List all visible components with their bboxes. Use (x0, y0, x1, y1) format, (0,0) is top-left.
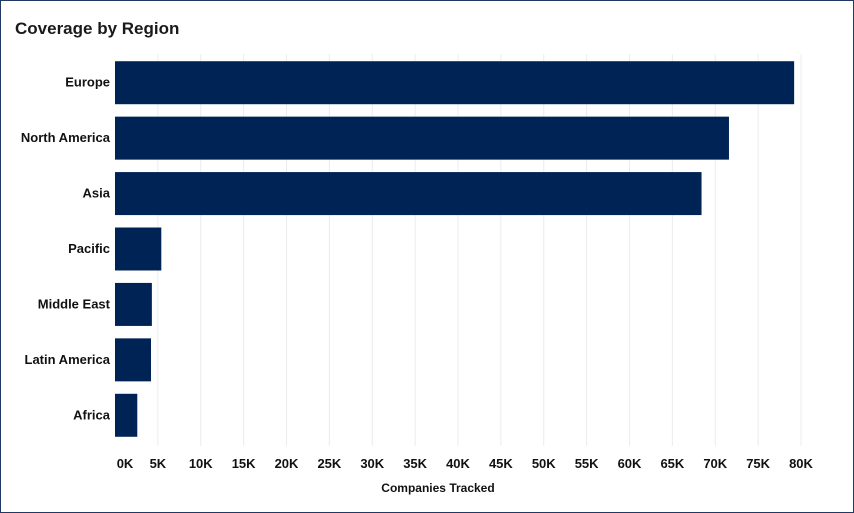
chart-title: Coverage by Region (15, 19, 180, 38)
x-tick-label: 30K (360, 456, 384, 471)
gridlines (157, 54, 802, 446)
x-tick-label: 45K (489, 456, 513, 471)
x-tick-label: 5K (150, 456, 167, 471)
x-tick-label: 20K (275, 456, 299, 471)
x-tick-label: 70K (703, 456, 727, 471)
bar-pacific[interactable] (115, 227, 162, 271)
category-label: Middle East (38, 296, 111, 311)
category-label: Africa (73, 407, 111, 422)
x-tick-label: 50K (532, 456, 556, 471)
bar-europe[interactable] (115, 61, 795, 105)
x-tick-label: 15K (232, 456, 256, 471)
x-tick-label: 55K (575, 456, 599, 471)
x-tick-label: 60K (618, 456, 642, 471)
x-tick-label: 10K (189, 456, 213, 471)
bar-latin-america[interactable] (115, 338, 152, 382)
category-labels: Europe North America Asia Pacific Middle Eas… (21, 75, 111, 423)
bar-asia[interactable] (115, 172, 702, 216)
x-tick-label: 35K (403, 456, 427, 471)
bar-north-america[interactable] (115, 116, 729, 160)
category-label: Asia (83, 186, 111, 201)
category-label: North America (21, 130, 111, 145)
category-label: Europe (65, 75, 110, 90)
bar-africa[interactable] (115, 393, 138, 437)
category-label: Pacific (68, 241, 110, 256)
bar-middle-east[interactable] (115, 282, 152, 326)
category-label: Latin America (25, 352, 111, 367)
x-tick-label: 65K (660, 456, 684, 471)
x-tick-label: 0K (117, 456, 134, 471)
x-tick-labels: 0K 5K 10K 15K 20K 25K 30K 35K 40K 45K 50K 55K 60K 65K… (117, 456, 814, 471)
x-tick-label: 75K (746, 456, 770, 471)
x-tick-label: 40K (446, 456, 470, 471)
bars (115, 61, 795, 437)
x-tick-label: 25K (317, 456, 341, 471)
x-axis-title: Companies Tracked (381, 481, 494, 495)
x-tick-label: 80K (789, 456, 813, 471)
